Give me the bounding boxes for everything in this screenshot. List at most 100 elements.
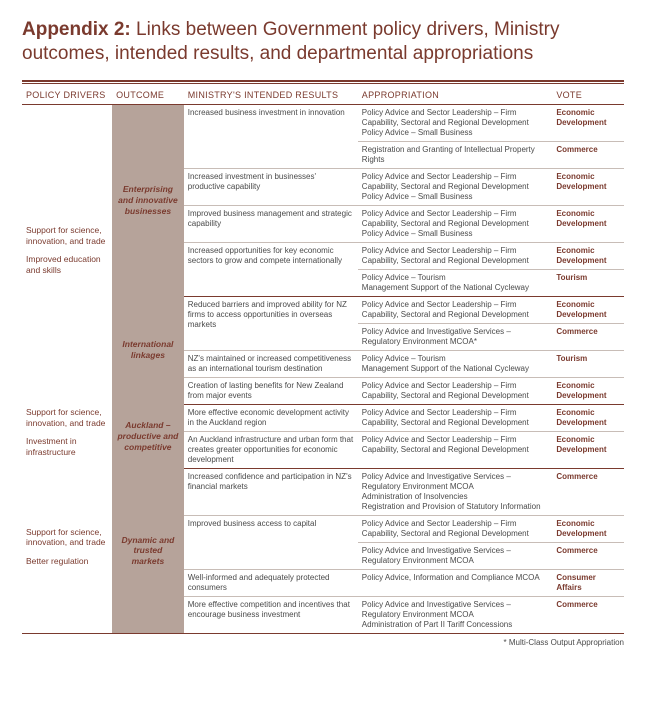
table-body: Support for science, innovation, and tra… (22, 104, 624, 633)
outcome-cell: Enterprising and innovative businesses (112, 104, 184, 296)
appropriation-cell: Policy Advice and Sector Leadership – Fi… (358, 104, 553, 141)
vote-cell: Tourism (552, 350, 624, 377)
appropriation-cell: Policy Advice – TourismManagement Suppor… (358, 269, 553, 296)
vote-cell: Economic Development (552, 104, 624, 141)
appropriation-cell: Policy Advice and Investigative Services… (358, 323, 553, 350)
policy-driver: Support for science, innovation, and tra… (26, 225, 106, 246)
vote-cell: Economic Development (552, 516, 624, 543)
policy-drivers-cell: Support for science, innovation, and tra… (22, 469, 112, 634)
vote-cell: Economic Development (552, 205, 624, 242)
intended-result-cell: Increased confidence and participation i… (184, 469, 358, 516)
vote-cell: Economic Development (552, 377, 624, 404)
appropriation-line: Policy Advice – Tourism (362, 273, 549, 283)
appropriation-cell: Policy Advice and Sector Leadership – Fi… (358, 296, 553, 323)
appropriation-cell: Policy Advice and Sector Leadership – Fi… (358, 242, 553, 269)
header-outcome: OUTCOME (112, 84, 184, 105)
policy-drivers-cell: Support for science, innovation, and tra… (22, 104, 112, 404)
header-intended-results: MINISTRY'S INTENDED RESULTS (184, 84, 358, 105)
intended-result-cell: An Auckland infrastructure and urban for… (184, 431, 358, 468)
appropriation-cell: Policy Advice and Sector Leadership – Fi… (358, 205, 553, 242)
policy-driver: Improved education and skills (26, 254, 106, 275)
appropriation-cell: Policy Advice and Sector Leadership – Fi… (358, 168, 553, 205)
appropriation-line: Administration of Part II Tariff Concess… (362, 620, 549, 630)
policy-driver: Better regulation (26, 556, 106, 567)
appropriation-line: Policy Advice and Sector Leadership – Fi… (362, 435, 549, 455)
appropriation-line: Policy Advice and Investigative Services… (362, 472, 549, 492)
table-row: International linkagesReduced barriers a… (22, 296, 624, 323)
title-prefix: Appendix 2: (22, 19, 131, 40)
intended-result-cell: Increased business investment in innovat… (184, 104, 358, 168)
policy-driver: Investment in infrastructure (26, 436, 106, 457)
intended-result-cell: More effective competition and incentive… (184, 597, 358, 634)
appropriation-cell: Policy Advice and Sector Leadership – Fi… (358, 431, 553, 468)
appropriation-line: Policy Advice – Small Business (362, 128, 549, 138)
appropriation-line: Policy Advice and Sector Leadership – Fi… (362, 408, 549, 428)
page-title: Appendix 2: Links between Government pol… (22, 18, 624, 66)
vote-cell: Tourism (552, 269, 624, 296)
appropriation-cell: Policy Advice and Investigative Services… (358, 469, 553, 516)
appropriation-line: Policy Advice and Sector Leadership – Fi… (362, 300, 549, 320)
appropriation-line: Management Support of the National Cycle… (362, 364, 549, 374)
policy-drivers-cell: Support for science, innovation, and tra… (22, 404, 112, 469)
vote-cell: Economic Development (552, 431, 624, 468)
intended-result-cell: Improved business access to capital (184, 516, 358, 570)
appropriation-line: Policy Advice and Sector Leadership – Fi… (362, 381, 549, 401)
appropriation-line: Policy Advice and Investigative Services… (362, 327, 549, 347)
outcome-cell: Dynamic and trusted markets (112, 469, 184, 634)
intended-result-cell: Creation of lasting benefits for New Zea… (184, 377, 358, 404)
appropriation-line: Policy Advice and Sector Leadership – Fi… (362, 108, 549, 128)
vote-cell: Commerce (552, 469, 624, 516)
appropriation-cell: Policy Advice, Information and Complianc… (358, 570, 553, 597)
intended-result-cell: Increased opportunities for key economic… (184, 242, 358, 296)
outcome-cell: Auckland – productive and competitive (112, 404, 184, 469)
header-appropriation: APPROPRIATION (358, 84, 553, 105)
appropriation-cell: Policy Advice and Sector Leadership – Fi… (358, 516, 553, 543)
appropriation-cell: Policy Advice and Sector Leadership – Fi… (358, 377, 553, 404)
appropriation-cell: Policy Advice – TourismManagement Suppor… (358, 350, 553, 377)
vote-cell: Economic Development (552, 242, 624, 269)
appropriation-line: Policy Advice – Small Business (362, 229, 549, 239)
appropriation-line: Policy Advice and Investigative Services… (362, 600, 549, 620)
appropriation-line: Policy Advice and Sector Leadership – Fi… (362, 209, 549, 229)
intended-result-cell: More effective economic development acti… (184, 404, 358, 431)
appropriation-line: Policy Advice and Sector Leadership – Fi… (362, 172, 549, 192)
vote-cell: Commerce (552, 597, 624, 634)
vote-cell: Commerce (552, 543, 624, 570)
outcome-cell: International linkages (112, 296, 184, 404)
appropriation-cell: Policy Advice and Investigative Services… (358, 543, 553, 570)
vote-cell: Commerce (552, 323, 624, 350)
appropriation-line: Policy Advice and Sector Leadership – Fi… (362, 519, 549, 539)
vote-cell: Economic Development (552, 296, 624, 323)
policy-driver: Support for science, innovation, and tra… (26, 407, 106, 428)
intended-result-cell: Improved business management and strateg… (184, 205, 358, 242)
footnote: * Multi-Class Output Appropriation (22, 638, 624, 647)
table-header-row: POLICY DRIVERS OUTCOME MINISTRY'S INTEND… (22, 84, 624, 105)
appropriation-cell: Policy Advice and Investigative Services… (358, 597, 553, 634)
top-rule-thick (22, 80, 624, 82)
appropriation-line: Registration and Provision of Statutory … (362, 502, 549, 512)
appropriation-line: Management Support of the National Cycle… (362, 283, 549, 293)
table-row: Support for science, innovation, and tra… (22, 469, 624, 516)
appropriation-line: Policy Advice, Information and Complianc… (362, 573, 549, 583)
intended-result-cell: Increased investment in businesses' prod… (184, 168, 358, 205)
appendix-table: POLICY DRIVERS OUTCOME MINISTRY'S INTEND… (22, 84, 624, 634)
appropriation-line: Administration of Insolvencies (362, 492, 549, 502)
appropriation-line: Registration and Granting of Intellectua… (362, 145, 549, 165)
intended-result-cell: Reduced barriers and improved ability fo… (184, 296, 358, 350)
appropriation-line: Policy Advice – Tourism (362, 354, 549, 364)
policy-driver: Support for science, innovation, and tra… (26, 527, 106, 548)
appropriation-line: Policy Advice and Investigative Services… (362, 546, 549, 566)
vote-cell: Economic Development (552, 168, 624, 205)
bottom-rule (22, 633, 624, 634)
appropriation-cell: Registration and Granting of Intellectua… (358, 141, 553, 168)
appropriation-cell: Policy Advice and Sector Leadership – Fi… (358, 404, 553, 431)
vote-cell: Economic Development (552, 404, 624, 431)
intended-result-cell: NZ's maintained or increased competitive… (184, 350, 358, 377)
appropriation-line: Policy Advice – Small Business (362, 192, 549, 202)
vote-cell: Commerce (552, 141, 624, 168)
vote-cell: Consumer Affairs (552, 570, 624, 597)
header-vote: VOTE (552, 84, 624, 105)
table-row: Support for science, innovation, and tra… (22, 404, 624, 431)
table-row: Support for science, innovation, and tra… (22, 104, 624, 141)
appropriation-line: Policy Advice and Sector Leadership – Fi… (362, 246, 549, 266)
